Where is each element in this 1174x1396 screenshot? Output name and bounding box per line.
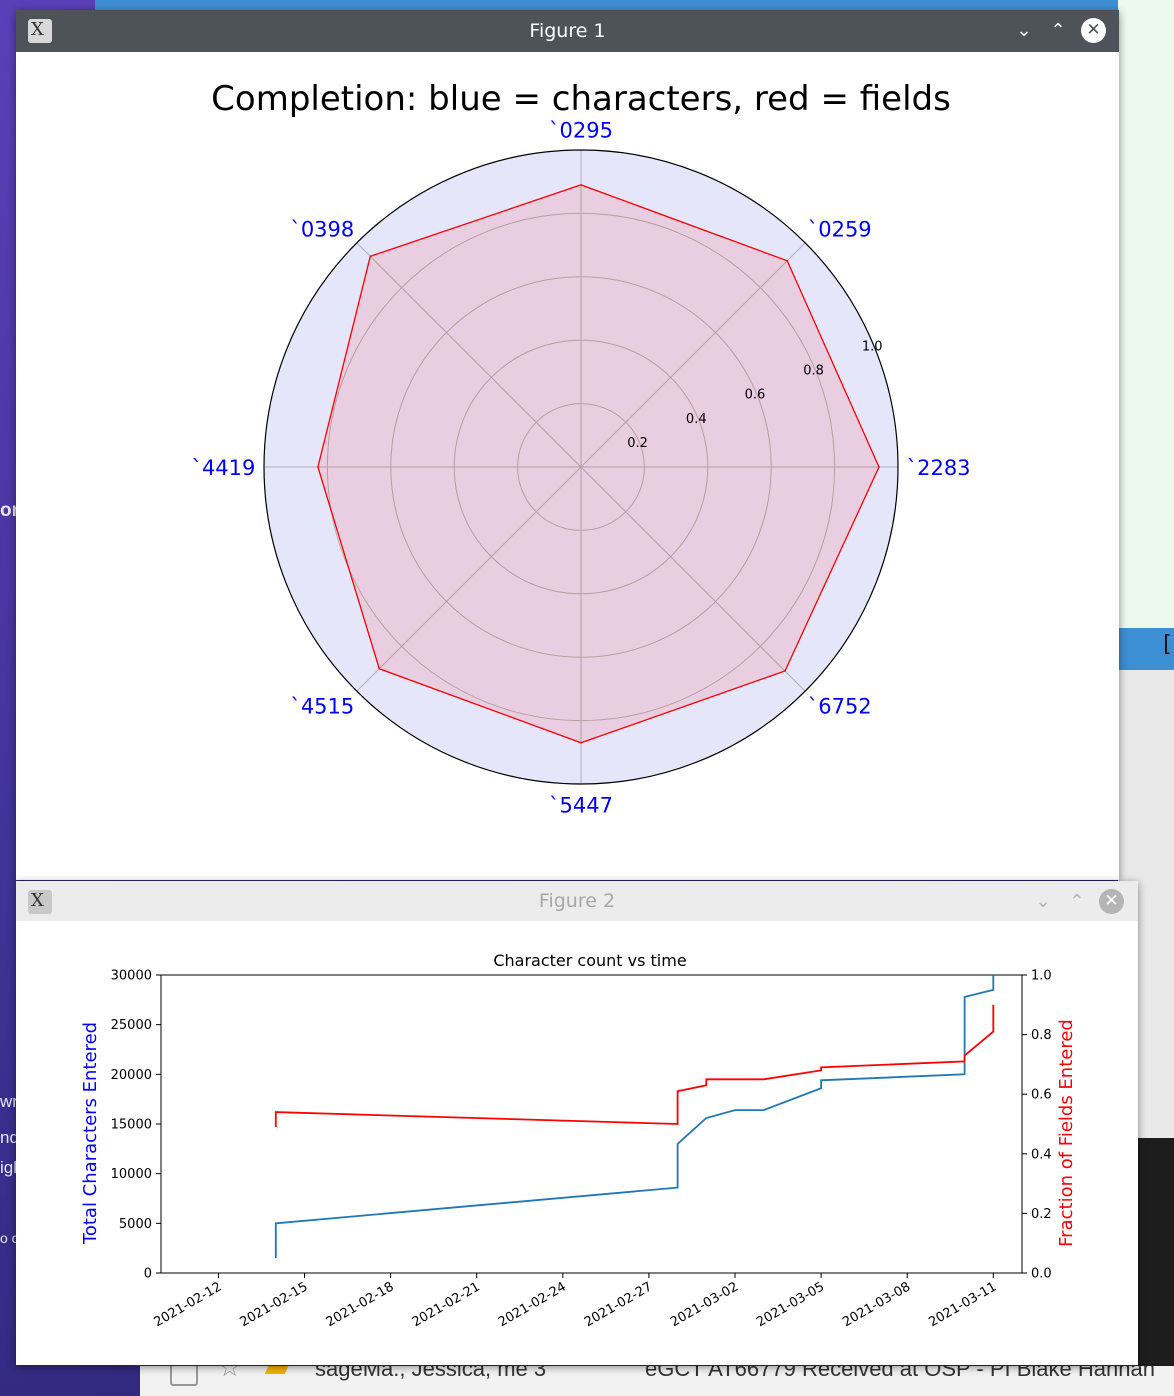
y-axis-right-label: Fraction of Fields Entered xyxy=(1056,1019,1077,1247)
x-tick-label: 2021-02-18 xyxy=(324,1279,397,1330)
star-icon[interactable]: ☆ xyxy=(218,1366,242,1382)
figure-2-window[interactable]: X Figure 2 ⌄ ⌃ ✕ Character count vs time… xyxy=(16,881,1138,1365)
category-label: `0259 xyxy=(808,217,872,241)
radar-spoke xyxy=(356,242,582,468)
window-title: Figure 1 xyxy=(529,20,606,42)
fields-point xyxy=(786,259,789,262)
importance-marker-icon xyxy=(264,1366,292,1374)
fields-point xyxy=(878,466,880,468)
fields-point xyxy=(580,741,582,744)
close-button[interactable]: ✕ xyxy=(1099,889,1124,914)
mail-sender: sageMa., Jessica, me 3 xyxy=(315,1366,547,1381)
category-label: `4515 xyxy=(290,695,354,719)
radar-chart: Completion: blue = characters, red = fie… xyxy=(191,79,971,818)
radar-outer-ring xyxy=(263,149,899,785)
mail-checkbox[interactable] xyxy=(170,1366,198,1386)
x-tick-label: 2021-03-11 xyxy=(926,1279,999,1330)
maximize-button[interactable]: ⌃ xyxy=(1050,20,1066,41)
fields-series-line xyxy=(274,1004,995,1127)
radar-spoke xyxy=(356,466,582,692)
y-left-tick-label: 15000 xyxy=(111,1118,152,1133)
category-label: `0398 xyxy=(290,217,354,241)
y-axis-left-label: Total Characters Entered xyxy=(80,1022,101,1245)
minimize-button[interactable]: ⌄ xyxy=(1035,891,1051,912)
characters-series-line xyxy=(274,975,995,1259)
y-left-tick-label: 5000 xyxy=(119,1217,152,1232)
mail-subject: eGCT AT66779 Received at OSP - PI Blake … xyxy=(645,1366,1155,1381)
radial-tick-label: 1.0 xyxy=(862,339,883,354)
y-left-tick-label: 10000 xyxy=(111,1167,152,1182)
x-tick-label: 2021-02-15 xyxy=(238,1279,311,1330)
window-title: Figure 2 xyxy=(538,890,616,912)
x-tick-label: 2021-03-05 xyxy=(754,1279,827,1330)
fields-point xyxy=(580,184,582,186)
y-left-tick-label: 0 xyxy=(144,1267,152,1282)
titlebar[interactable]: X Figure 2 ⌄ ⌃ ✕ xyxy=(16,881,1138,921)
maximize-button[interactable]: ⌃ xyxy=(1069,891,1085,912)
background-window-bar: [a xyxy=(1118,628,1174,670)
background-left-text: wr xyxy=(0,1092,18,1111)
app-icon: X xyxy=(28,19,52,43)
radar-spoke xyxy=(580,242,806,468)
y-left-tick-label: 30000 xyxy=(111,969,152,984)
fields-point xyxy=(784,670,786,672)
fields-point xyxy=(369,255,372,258)
y-left-tick-label: 25000 xyxy=(111,1018,152,1033)
background-window-dark xyxy=(1138,1138,1174,1368)
x-tick-label: 2021-02-12 xyxy=(151,1279,224,1330)
chart-title: Character count vs time xyxy=(493,951,686,970)
x-tick-label: 2021-02-27 xyxy=(582,1279,655,1330)
radial-tick-label: 0.8 xyxy=(803,364,824,379)
plot-frame xyxy=(160,974,1023,1274)
background-left-text: igl xyxy=(0,1158,18,1177)
background-left-text: nd xyxy=(0,1128,19,1147)
y-right-tick-label: 1.0 xyxy=(1031,969,1052,984)
background-mail-row[interactable]: ☆ sageMa., Jessica, me 3 eGCT AT66779 Re… xyxy=(140,1366,1174,1396)
y-right-tick-label: 0.0 xyxy=(1031,1267,1052,1282)
y-right-tick-label: 0.8 xyxy=(1031,1028,1052,1043)
background-window-panel xyxy=(1118,0,1174,630)
category-label: `2283 xyxy=(907,456,971,480)
line-chart: Character count vs time Total Characters… xyxy=(80,951,1077,1330)
category-label: `6752 xyxy=(808,695,872,719)
x-tick-label: 2021-03-08 xyxy=(840,1279,913,1330)
category-label: `4419 xyxy=(191,456,255,480)
fields-point xyxy=(317,466,319,468)
chart-title: Completion: blue = characters, red = fie… xyxy=(211,79,951,119)
category-label: `5447 xyxy=(549,794,613,818)
category-label: `0295 xyxy=(549,118,613,142)
radial-tick-label: 0.4 xyxy=(686,412,707,427)
background-bar-text: [a xyxy=(1160,632,1174,657)
y-right-tick-label: 0.4 xyxy=(1031,1147,1052,1162)
y-right-tick-label: 0.6 xyxy=(1031,1088,1052,1103)
y-right-tick-label: 0.2 xyxy=(1031,1207,1052,1222)
figure-1-window[interactable]: X Figure 1 ⌄ ⌃ ✕ Completion: blue = char… xyxy=(16,10,1119,880)
radial-tick-label: 0.6 xyxy=(745,388,766,403)
titlebar[interactable]: X Figure 1 ⌄ ⌃ ✕ xyxy=(16,10,1119,52)
close-button[interactable]: ✕ xyxy=(1081,18,1106,43)
x-tick-label: 2021-02-24 xyxy=(496,1279,569,1330)
minimize-button[interactable]: ⌄ xyxy=(1016,20,1032,41)
radar-spoke xyxy=(580,466,806,692)
background-left-text: o c xyxy=(0,1230,19,1246)
radial-tick-label: 0.2 xyxy=(627,436,648,451)
background-left-text: or xyxy=(0,500,19,521)
app-icon: X xyxy=(28,890,52,914)
x-tick-label: 2021-02-21 xyxy=(410,1279,483,1330)
fields-point xyxy=(378,667,381,670)
y-left-tick-label: 20000 xyxy=(111,1068,152,1083)
x-tick-label: 2021-03-02 xyxy=(668,1279,741,1330)
